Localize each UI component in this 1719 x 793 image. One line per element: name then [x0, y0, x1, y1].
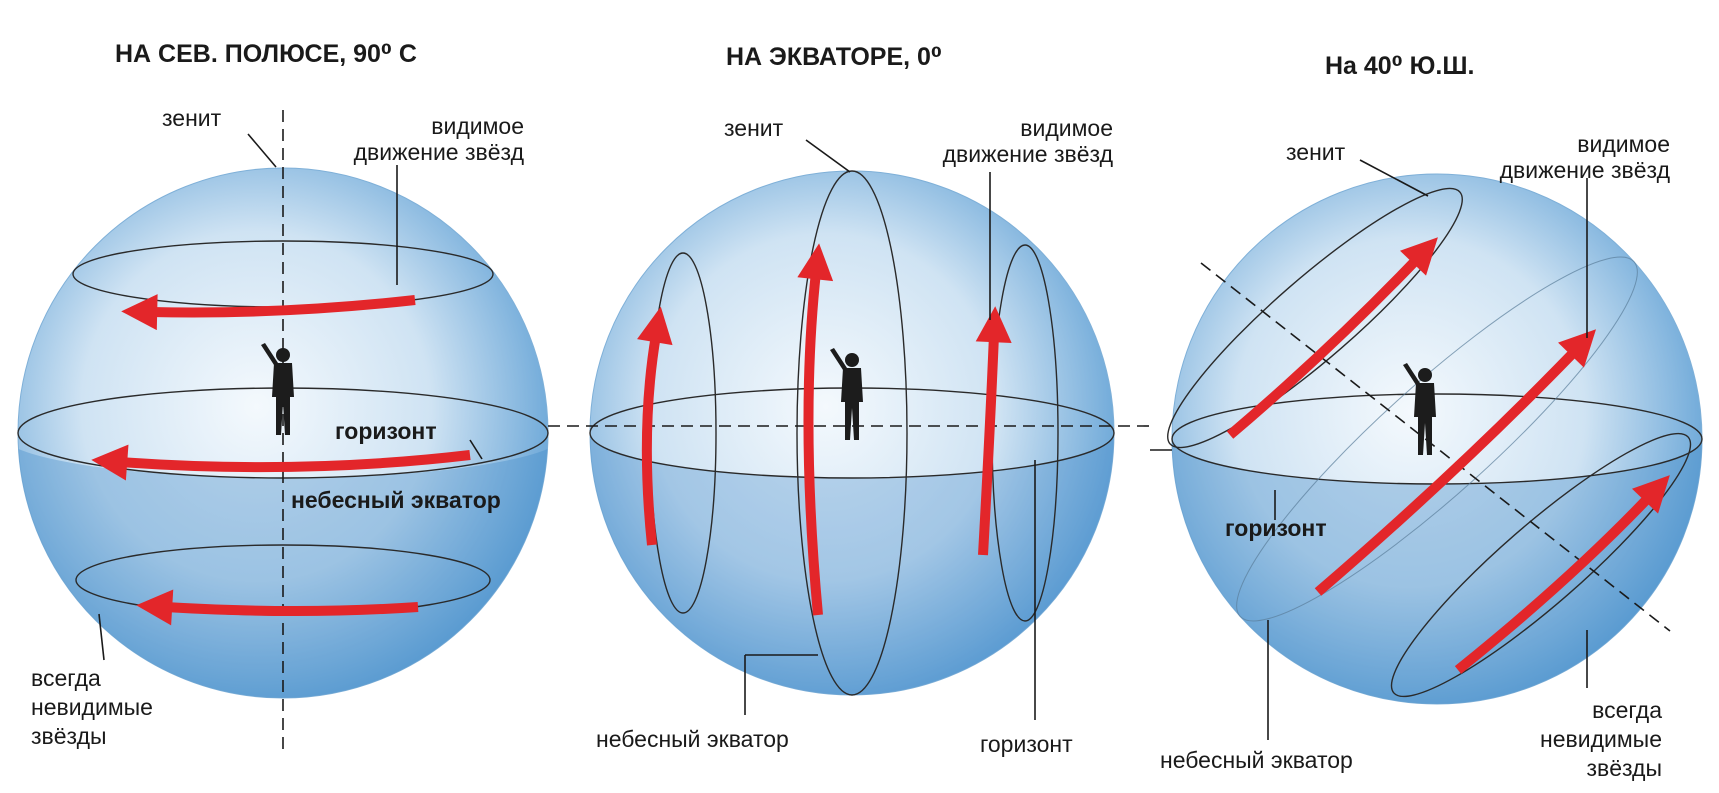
sphere-40-south — [1144, 160, 1715, 740]
motion-label: движение звёзд — [354, 139, 525, 165]
zenith-label: зенит — [162, 105, 222, 131]
equator-label: небесный экватор — [291, 487, 501, 513]
invisible-label: невидимые — [1540, 726, 1662, 752]
invisible-label: звёзды — [31, 723, 107, 749]
motion-label: видимое — [1577, 131, 1670, 157]
equator-label: небесный экватор — [596, 726, 789, 752]
panel-title: НА СЕВ. ПОЛЮСЕ, 90⁰ С — [115, 40, 417, 68]
zenith-label: зенит — [1286, 139, 1346, 165]
panel-title: НА ЭКВАТОРЕ, 0⁰ — [726, 43, 942, 71]
zenith-label: зенит — [724, 115, 784, 141]
invisible-label: невидимые — [31, 694, 153, 720]
invisible-label: звёзды — [1586, 755, 1662, 781]
invisible-label: всегда — [31, 665, 101, 691]
panel-title: На 40⁰ Ю.Ш. — [1325, 52, 1474, 80]
sphere-equator — [548, 140, 1152, 720]
motion-label: видимое — [1020, 115, 1113, 141]
horizon-label: горизонт — [1225, 515, 1327, 541]
equator-label: небесный экватор — [1160, 747, 1353, 773]
invisible-label: всегда — [1592, 697, 1662, 723]
horizon-label: горизонт — [335, 418, 437, 444]
motion-label: движение звёзд — [943, 141, 1114, 167]
sphere-north-pole — [0, 110, 566, 750]
horizon-label: горизонт — [980, 731, 1073, 757]
motion-label: движение звёзд — [1500, 157, 1671, 183]
motion-label: видимое — [431, 113, 524, 139]
diagram: НА СЕВ. ПОЛЮСЕ, 90⁰ С зенит видимое движ… — [0, 0, 1719, 793]
